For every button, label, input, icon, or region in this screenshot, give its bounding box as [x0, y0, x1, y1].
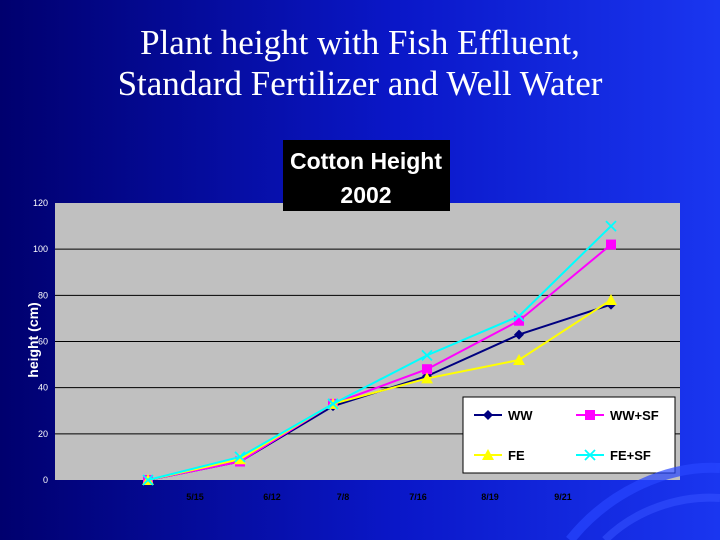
data-point: [421, 372, 433, 384]
legend-label: FE+SF: [610, 448, 651, 463]
y-tick-label: 60: [38, 337, 48, 347]
y-tick-label: 80: [38, 290, 48, 300]
data-point: [513, 353, 525, 365]
x-tick-label: 9/21: [554, 492, 572, 502]
legend-box: [462, 396, 676, 474]
data-point: [422, 364, 432, 375]
data-point: [606, 239, 616, 250]
slide-title-line-1: Plant height with Fish Effluent,: [140, 23, 580, 62]
x-tick-labels: 5/15 6/12 7/8 7/16 8/19 9/21: [186, 492, 572, 502]
data-point: [605, 293, 617, 305]
y-tick-label: 20: [38, 429, 48, 439]
data-point: [605, 220, 617, 232]
x-tick-label: 5/15: [186, 492, 204, 502]
data-point: [514, 329, 524, 340]
decorative-swoosh: [566, 462, 720, 540]
slide-title-line-2: Standard Fertilizer and Well Water: [117, 64, 603, 103]
slide-title: Plant height with Fish Effluent, Standar…: [0, 22, 720, 104]
data-point: [514, 315, 524, 326]
data-point: [421, 349, 433, 361]
data-point: [142, 474, 154, 486]
legend-marker: [585, 410, 595, 420]
legend-marker: [482, 449, 494, 460]
series-line-ww-sf: [147, 243, 612, 481]
legend-marker: [584, 449, 596, 461]
y-tick-label: 40: [38, 383, 48, 393]
data-point: [327, 398, 339, 410]
chart-title-line-1: Cotton Height: [290, 148, 442, 174]
x-tick-label: 7/16: [409, 492, 427, 502]
x-tick-label: 8/19: [481, 492, 499, 502]
chart-title-line-2: 2002: [340, 182, 391, 208]
data-point: [513, 310, 525, 322]
data-point: [234, 451, 246, 463]
y-tick-labels: 0 20 40 60 80 100 120: [33, 198, 48, 485]
y-tick-label: 120: [33, 198, 48, 208]
legend-label: FE: [508, 448, 525, 463]
legend-label: WW+SF: [610, 408, 659, 423]
y-tick-label: 100: [33, 244, 48, 254]
legend-marker: [483, 410, 493, 420]
chart-title-box: [283, 140, 450, 211]
series-line-fe-sf: [147, 225, 612, 481]
y-axis-label: height (cm): [25, 302, 41, 377]
x-tick-label: 7/8: [337, 492, 350, 502]
y-tick-label: 0: [43, 475, 48, 485]
data-point: [234, 453, 246, 465]
series-lines: [142, 220, 617, 486]
series-line-fe: [147, 299, 612, 481]
legend: WW WW+SF FE FE+SF: [474, 408, 659, 463]
x-tick-label: 6/12: [263, 492, 281, 502]
legend-label: WW: [508, 408, 533, 423]
